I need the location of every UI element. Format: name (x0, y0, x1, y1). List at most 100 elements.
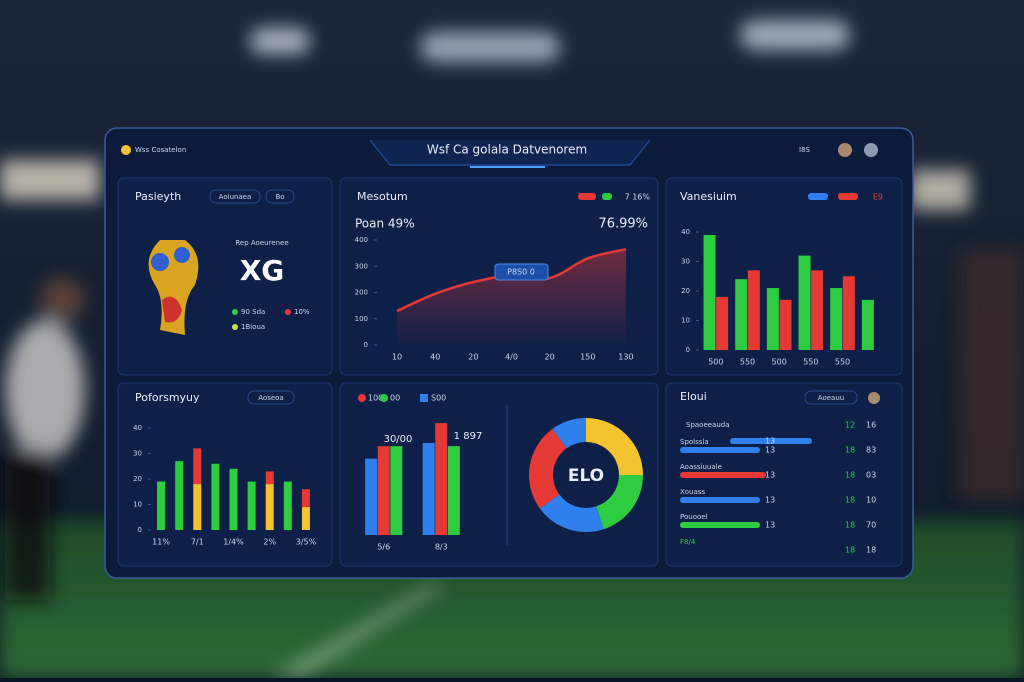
dashboard-title: Wsf Ca golala Datvenorem (427, 143, 587, 157)
tooltip-box (494, 263, 549, 281)
line-area (397, 249, 626, 345)
x-tick-label: 550 (803, 358, 818, 367)
row-label: F8/4 (680, 538, 696, 546)
x-tick-label: 40 (430, 353, 440, 362)
row-label: Spaoeeauda (686, 421, 730, 429)
legend-label: 100 (368, 394, 383, 403)
tab[interactable]: Bo (275, 193, 284, 201)
bar-segment (301, 489, 310, 508)
legend-label: 10% (294, 308, 310, 316)
row-a: 18 (845, 521, 855, 530)
y-tick-label: 0 (138, 526, 142, 534)
x-tick-label: 20 (468, 353, 478, 362)
x-tick-label: 11% (152, 538, 170, 547)
bar-segment (211, 463, 220, 530)
y-tick-label: 0 (364, 341, 368, 349)
y-tick-label: 10 (133, 501, 142, 509)
tab[interactable]: Aoeauu (818, 394, 844, 402)
legend-dot (420, 394, 428, 402)
y-tick-label: 0 (686, 346, 690, 354)
panel-title: Vanesiuim (680, 190, 737, 203)
x-tick-label: 7/1 (191, 538, 204, 547)
annotation: 1 897 (454, 431, 483, 442)
tab-box (247, 390, 295, 405)
donut-label: ELO (568, 466, 604, 486)
legend-dot (285, 309, 291, 315)
legend-chip (602, 193, 612, 200)
bar (447, 446, 460, 535)
donut-slice (552, 418, 586, 449)
x-tick-label: 20 (545, 353, 555, 362)
bar-segment (157, 481, 166, 530)
x-tick-label: 2% (263, 538, 276, 547)
subtitle: Poan 49% (355, 217, 415, 231)
legend-label: 00 (390, 394, 400, 403)
y-tick-label: 10 (681, 317, 690, 325)
legend-text: E9 (873, 193, 883, 202)
bar-segment (265, 471, 274, 485)
bar (422, 443, 435, 535)
row-score: 13 (765, 521, 775, 530)
headline: XG (240, 254, 285, 287)
panel-title: Mesotum (357, 190, 408, 203)
row-score: 13 (765, 446, 775, 455)
row-label: Pouooel (680, 513, 708, 521)
x-tick-label: 1/4% (223, 538, 244, 547)
donut-slice (539, 494, 604, 532)
legend-dot (232, 309, 238, 315)
bar (779, 299, 792, 350)
tab[interactable]: Aoiunaea (219, 193, 252, 201)
row-a: 18 (845, 546, 855, 555)
bar (716, 296, 729, 350)
bar (830, 288, 843, 350)
row-a: 12 (845, 421, 855, 430)
row-label: Spolssla (680, 438, 709, 446)
bar-segment (229, 468, 238, 530)
bar-segment (193, 484, 202, 530)
bar-segment (301, 507, 310, 530)
legend-label: S00 (431, 394, 446, 403)
y-tick-label: 200 (355, 289, 368, 297)
tab[interactable]: Aoseoa (258, 394, 283, 402)
row-score: 13 (765, 437, 775, 446)
x-tick-label: 550 (740, 358, 755, 367)
y-tick-label: 40 (681, 228, 690, 236)
panel-title: Poforsmyuy (135, 391, 200, 404)
annotation: 76.99% (598, 217, 648, 232)
bar (365, 458, 378, 535)
y-tick-label: 20 (681, 287, 690, 295)
y-tick-label: 100 (355, 315, 368, 323)
legend-label: 1Bioua (241, 323, 265, 331)
y-tick-label: 300 (355, 262, 368, 270)
row-label: Aoassiuuale (680, 463, 722, 471)
x-tick-label: 130 (618, 353, 633, 362)
row-b: 16 (866, 421, 876, 430)
annotation: 30/00 (384, 434, 413, 445)
bar (811, 270, 824, 350)
row-bar (730, 438, 812, 444)
bar (735, 279, 748, 350)
x-tick-label: 550 (835, 358, 850, 367)
y-tick-label: 400 (355, 236, 368, 244)
legend-chip (578, 193, 596, 200)
panel-title: Pasieyth (135, 190, 181, 203)
bar (766, 288, 779, 350)
donut-slice (586, 418, 643, 475)
legend-dot (358, 394, 366, 402)
bar-segment (247, 481, 256, 530)
row-b: 03 (866, 471, 876, 480)
y-tick-label: 30 (681, 258, 690, 266)
bar (703, 234, 716, 350)
bar (798, 255, 811, 350)
row-b: 70 (866, 521, 876, 530)
row-bar (680, 497, 760, 503)
x-tick-label: 5/6 (377, 543, 390, 552)
row-bar (680, 447, 760, 453)
tooltip: P8S0 0 (507, 268, 535, 277)
row-b: 18 (866, 546, 876, 555)
legend-text: 7 16% (625, 193, 651, 202)
panel-title: Eloui (680, 390, 707, 403)
y-tick-label: 40 (133, 424, 142, 432)
row-a: 18 (845, 496, 855, 505)
